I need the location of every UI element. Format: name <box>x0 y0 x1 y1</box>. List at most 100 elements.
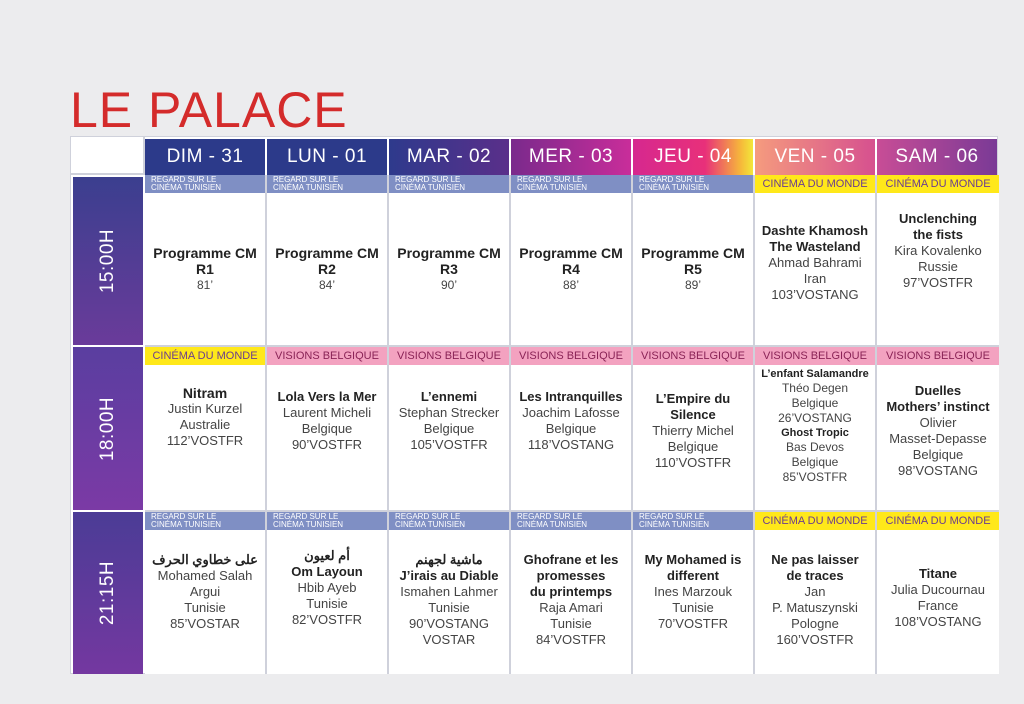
director: Thierry Michel <box>652 423 734 438</box>
film-title: Titane <box>918 566 958 581</box>
category-badge-regard: REGARD SUR LE CINÉMA TUNISIEN <box>511 512 631 530</box>
category-badge-monde: CINÉMA DU MONDE <box>755 175 875 193</box>
film-duration: 160’VOSTFR <box>776 632 854 647</box>
country: Pologne <box>791 616 839 631</box>
film-title: Unclenching <box>898 211 977 226</box>
film-duration: VOSTAR <box>422 632 476 647</box>
time-header-15h: 15:00H <box>73 177 143 345</box>
session-cell: VISIONS BELGIQUE L’ennemi Stephan Strecke… <box>389 347 511 512</box>
category-badge-monde: CINÉMA DU MONDE <box>755 512 875 530</box>
film-title: Dashte Khamosh <box>761 223 869 238</box>
director: Stephan Strecker <box>398 405 500 420</box>
session-cell: REGARD SUR LE CINÉMA TUNISIEN Programme C… <box>633 175 755 347</box>
film-title: ماشية لجهنم <box>415 552 483 567</box>
category-badge-regard: REGARD SUR LE CINÉMA TUNISIEN <box>145 512 265 530</box>
session-cell: REGARD SUR LE CINÉMA TUNISIEN Programme C… <box>145 175 267 347</box>
film-title: Programme CM <box>641 245 745 261</box>
country: Russie <box>918 259 958 274</box>
film-duration: 88’ <box>562 278 579 292</box>
schedule-grid: DIM - 31 LUN - 01 MAR - 02 MER - 03 JEU … <box>70 136 999 674</box>
film-duration: 84’ <box>318 278 335 292</box>
session-cell: CINÉMA DU MONDE Unclenching the fists Kira… <box>877 175 999 347</box>
category-badge-monde: CINÉMA DU MONDE <box>145 347 265 365</box>
director: Bas Devos <box>785 440 845 454</box>
film-title: Duelles <box>914 383 962 398</box>
session-cell: VISIONS BELGIQUE Les Intranquilles Joachi… <box>511 347 633 512</box>
country: Tunisie <box>672 600 714 615</box>
director: Joachim Lafosse <box>522 405 620 420</box>
film-title: R5 <box>684 261 702 277</box>
venue-title: LE PALACE <box>70 82 348 138</box>
time-header-18h: 18:00H <box>73 347 143 510</box>
day-header-tue: MAR - 02 <box>389 139 509 175</box>
director: Justin Kurzel <box>167 401 243 416</box>
film-title: على خطاوي الحرف <box>152 552 258 567</box>
session-cell: REGARD SUR LE CINÉMA TUNISIEN Ghofrane et… <box>511 512 633 674</box>
country: Belgique <box>423 421 475 436</box>
film-duration: 82’VOSTFR <box>291 612 363 627</box>
film-title: Les Intranquilles <box>519 389 623 404</box>
film-duration: 70’VOSTFR <box>657 616 729 631</box>
category-badge-regard: REGARD SUR LE CINÉMA TUNISIEN <box>633 175 753 193</box>
director: Théo Degen <box>781 381 849 395</box>
country: Belgique <box>912 447 964 462</box>
film-title: R2 <box>318 261 336 277</box>
day-header-sat: SAM - 06 <box>877 139 997 175</box>
day-header-wed: MER - 03 <box>511 139 631 175</box>
film-duration: 26’VOSTANG <box>778 411 852 425</box>
film-title: de traces <box>786 568 844 583</box>
film-duration: 90’ <box>440 278 457 292</box>
category-badge-visions: VISIONS BELGIQUE <box>267 347 387 365</box>
category-badge-visions: VISIONS BELGIQUE <box>877 347 999 365</box>
film-title: L’ennemi <box>420 389 478 404</box>
film-title: Programme CM <box>397 245 501 261</box>
session-cell: CINÉMA DU MONDE Nitram Justin Kurzel Austr… <box>145 347 267 512</box>
film-title: different <box>667 568 719 583</box>
film-duration: 90’VOSTFR <box>291 437 363 452</box>
film-duration: 112’VOSTFR <box>166 433 244 448</box>
country: Iran <box>803 271 827 286</box>
director: Julia Ducournau <box>891 582 985 597</box>
film-duration: 103’VOSTANG <box>771 287 859 302</box>
film-title: Programme CM <box>519 245 623 261</box>
session-cell: CINÉMA DU MONDE Dashte Khamosh The Wastel… <box>755 175 877 347</box>
director: Jan <box>804 584 826 599</box>
film-duration: 85’VOSTAR <box>170 616 240 631</box>
director: Mohamed Salah <box>157 568 253 583</box>
category-badge-visions: VISIONS BELGIQUE <box>755 347 875 365</box>
category-badge-regard: REGARD SUR LE CINÉMA TUNISIEN <box>267 175 387 193</box>
film-title: R3 <box>440 261 458 277</box>
country: Tunisie <box>306 596 348 611</box>
time-header-21h: 21:15H <box>73 512 143 674</box>
director: Masset-Depasse <box>889 431 987 446</box>
director: Ahmad Bahrami <box>768 255 862 270</box>
film-title: L’Empire du <box>655 391 731 406</box>
film-duration: 90’VOSTANG <box>409 616 489 631</box>
director: Argui <box>189 584 221 599</box>
session-cell: REGARD SUR LE CINÉMA TUNISIEN أم لعيون Om … <box>267 512 389 674</box>
director: Raja Amari <box>539 600 603 615</box>
country: Tunisie <box>550 616 592 631</box>
film-duration: 108’VOSTANG <box>894 614 982 629</box>
category-badge-regard: REGARD SUR LE CINÉMA TUNISIEN <box>511 175 631 193</box>
category-badge-regard: REGARD SUR LE CINÉMA TUNISIEN <box>633 512 753 530</box>
day-header-mon: LUN - 01 <box>267 139 387 175</box>
session-cell: VISIONS BELGIQUE L’enfant Salamandre Thé… <box>755 347 877 512</box>
category-badge-visions: VISIONS BELGIQUE <box>389 347 509 365</box>
film-title: Ghofrane et les <box>523 552 619 567</box>
director: Hbib Ayeb <box>297 580 357 595</box>
film-title: Ne pas laisser <box>771 552 859 567</box>
film-title: Mothers’ instinct <box>886 399 990 414</box>
film-title: R4 <box>562 261 580 277</box>
session-cell: VISIONS BELGIQUE Duelles Mothers’ instinc… <box>877 347 999 512</box>
film-title: أم لعيون <box>304 548 350 563</box>
film-title: the fists <box>913 227 963 242</box>
director: Ines Marzouk <box>653 584 733 599</box>
session-cell: REGARD SUR LE CINÉMA TUNISIEN My Mohamed … <box>633 512 755 674</box>
day-header-thu: JEU - 04 <box>633 139 753 175</box>
country: Australie <box>179 417 231 432</box>
film-title: R1 <box>196 261 214 277</box>
country: Belgique <box>667 439 719 454</box>
film-duration: 118’VOSTANG <box>527 437 615 452</box>
corner-cell <box>71 137 145 175</box>
